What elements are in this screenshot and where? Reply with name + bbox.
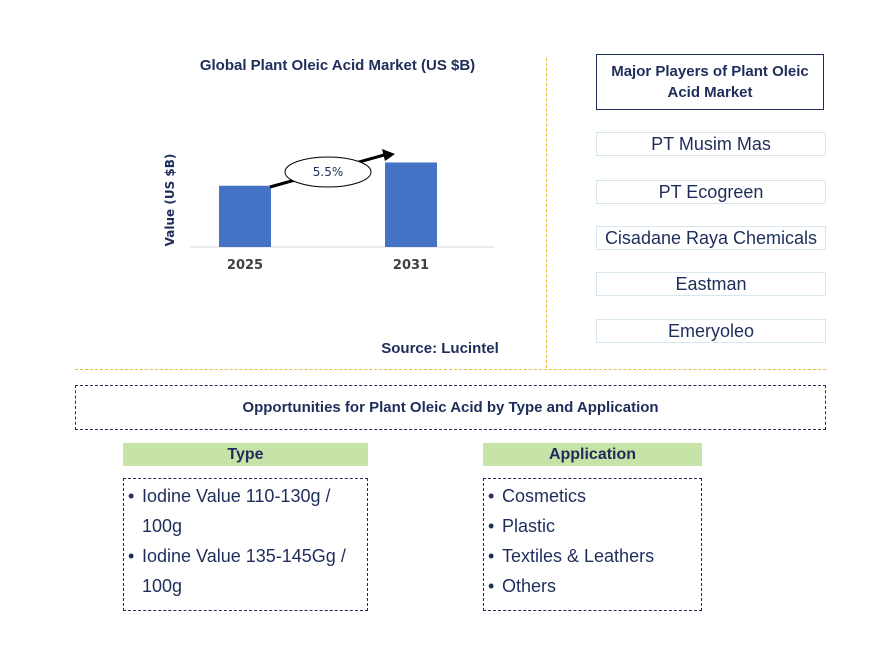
application-item: Others bbox=[488, 571, 697, 601]
bar-2025 bbox=[219, 185, 271, 247]
type-item: Iodine Value 135-145Gg / 100g bbox=[128, 541, 363, 601]
type-heading: Type bbox=[123, 443, 368, 466]
player-item: Emeryoleo bbox=[596, 319, 826, 343]
type-item: Iodine Value 110-130g / 100g bbox=[128, 481, 363, 541]
chart-title: Global Plant Oleic Acid Market (US $B) bbox=[199, 57, 476, 74]
y-axis-label: Value (US $B) bbox=[163, 154, 177, 247]
opportunities-title: Opportunities for Plant Oleic Acid by Ty… bbox=[75, 385, 826, 430]
application-item: Plastic bbox=[488, 511, 697, 541]
application-item: Cosmetics bbox=[488, 481, 697, 511]
application-heading: Application bbox=[483, 443, 702, 466]
players-title: Major Players of Plant Oleic Acid Market bbox=[596, 54, 824, 110]
player-item: Eastman bbox=[596, 272, 826, 296]
x-tick-label: 2031 bbox=[393, 258, 429, 273]
growth-annotation: 5.5% bbox=[269, 149, 395, 189]
x-tick-label: 2025 bbox=[227, 258, 263, 273]
player-item: Cisadane Raya Chemicals bbox=[596, 226, 826, 250]
growth-ellipse bbox=[284, 156, 372, 188]
growth-rate-label: 5.5% bbox=[313, 165, 344, 179]
type-list: Iodine Value 110-130g / 100g Iodine Valu… bbox=[123, 478, 368, 611]
vertical-divider bbox=[546, 58, 547, 368]
player-item: PT Ecogreen bbox=[596, 180, 826, 204]
bar-2031 bbox=[385, 162, 437, 247]
source-label: Source: Lucintel bbox=[381, 340, 499, 357]
player-item: PT Musim Mas bbox=[596, 132, 826, 156]
application-item: Textiles & Leathers bbox=[488, 541, 697, 571]
application-list: Cosmetics Plastic Textiles & Leathers Ot… bbox=[483, 478, 702, 611]
horizontal-divider bbox=[75, 369, 826, 370]
growth-arrow-head bbox=[382, 149, 395, 161]
bar-chart: Value (US $B) 2025 2031 5.5% bbox=[163, 149, 494, 273]
